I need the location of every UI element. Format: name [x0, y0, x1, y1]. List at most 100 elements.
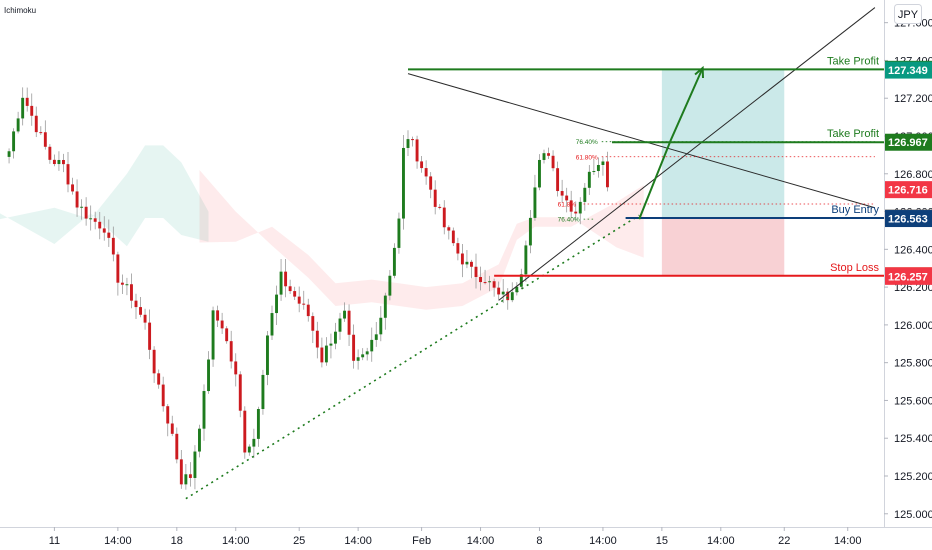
currency-button-frame[interactable] — [894, 4, 922, 24]
candle-body — [7, 151, 11, 157]
trendlines[interactable] — [185, 7, 876, 500]
candle-body — [334, 331, 337, 344]
candle — [569, 190, 573, 218]
candle-body — [12, 131, 16, 152]
candle-body — [130, 284, 133, 301]
long-position-box[interactable] — [661, 69, 785, 276]
candle-body — [601, 161, 605, 165]
projection-arrow-head[interactable] — [694, 65, 705, 79]
candle — [483, 269, 487, 285]
candle — [93, 211, 97, 230]
candle-body — [479, 277, 482, 283]
candle-body — [170, 423, 174, 434]
candle-body — [21, 97, 25, 119]
candle — [515, 282, 519, 296]
candle — [184, 464, 188, 490]
candle — [315, 321, 319, 359]
price-badge-text: 126.716 — [888, 185, 928, 197]
candle — [438, 203, 442, 210]
price-tick-label: 125.800 — [894, 358, 932, 370]
candle — [547, 147, 550, 159]
candle-body — [152, 349, 156, 374]
candle — [102, 216, 106, 241]
candle-body — [324, 345, 328, 363]
candle-body — [66, 164, 70, 185]
candle-body — [510, 292, 514, 301]
candle — [311, 312, 315, 344]
time-axis[interactable]: 11 14:00 18 14:00 25 14:00 Feb 14:00 8 14:00 15 14:… — [49, 527, 862, 547]
candle-body — [102, 228, 106, 233]
trendline-2[interactable] — [498, 7, 876, 301]
candle — [89, 205, 93, 231]
candle-body — [143, 314, 147, 323]
candle — [279, 259, 283, 301]
candle-body — [57, 159, 61, 165]
cloud-bearish — [199, 170, 644, 310]
candle — [538, 154, 541, 191]
level-label-4: Stop Loss — [830, 262, 879, 274]
candle-body — [519, 274, 523, 287]
candle — [16, 111, 20, 134]
candle — [229, 330, 233, 369]
candle-body — [574, 211, 578, 214]
candle — [338, 312, 342, 340]
candle-body — [288, 286, 292, 292]
position-loss-zone[interactable] — [661, 217, 785, 276]
price-badge-6: 126.716 — [885, 181, 932, 199]
candle — [193, 445, 197, 490]
candle — [34, 106, 38, 138]
candle — [243, 406, 247, 459]
candle-body — [261, 374, 265, 410]
candle — [343, 302, 346, 322]
candle-body — [30, 105, 34, 116]
candle-body — [343, 310, 346, 319]
candle-body — [556, 168, 560, 192]
time-tick-label: 14:00 — [104, 535, 132, 547]
candle — [175, 427, 179, 464]
candle-body — [80, 206, 84, 208]
candle-body — [25, 97, 29, 106]
candle-body — [402, 147, 405, 219]
cloud-bullish — [0, 145, 209, 247]
candle-body — [392, 247, 396, 276]
price-tick-label: 126.000 — [894, 320, 932, 332]
candle — [247, 444, 251, 456]
candle-body — [442, 207, 446, 228]
currency-button[interactable]: JPY — [894, 4, 922, 24]
level-label-3: Buy Entry — [831, 204, 879, 216]
candle-body — [98, 221, 102, 229]
level-lines[interactable]: Take Profit Take Profit Buy Entry Stop Loss — [408, 55, 884, 277]
time-tick-label: 11 — [49, 535, 60, 547]
candle — [7, 148, 11, 164]
projection-arrow[interactable] — [638, 65, 705, 220]
candle-body — [243, 410, 247, 453]
candle — [57, 151, 61, 171]
candle-body — [560, 191, 564, 196]
candle — [107, 219, 111, 247]
candle-body — [175, 433, 179, 460]
projection-arrow-line[interactable] — [638, 67, 704, 220]
candle — [560, 179, 564, 203]
candle — [451, 227, 455, 247]
candle-body — [447, 227, 451, 231]
candle-body — [270, 313, 274, 336]
candle — [48, 144, 52, 164]
candle-body — [302, 303, 306, 305]
trendline-3[interactable] — [185, 214, 640, 500]
trendline-1[interactable] — [407, 73, 876, 209]
price-badges: 127.353126.967126.566126.260127.349126.7… — [885, 60, 932, 285]
price-tick-label: 125.600 — [894, 395, 932, 407]
candle — [157, 369, 161, 389]
fib-label-2: 61.80% — [576, 154, 598, 161]
price-tick-label: 125.000 — [894, 509, 932, 521]
candle — [111, 226, 115, 262]
candle-body — [229, 341, 233, 362]
candle-body — [470, 261, 473, 267]
time-tick-label: 14:00 — [834, 535, 862, 547]
currency-button-label[interactable]: JPY — [898, 9, 919, 21]
candle — [601, 157, 605, 176]
candle-body — [266, 335, 269, 375]
candle-body — [578, 201, 582, 214]
candle — [293, 286, 297, 301]
